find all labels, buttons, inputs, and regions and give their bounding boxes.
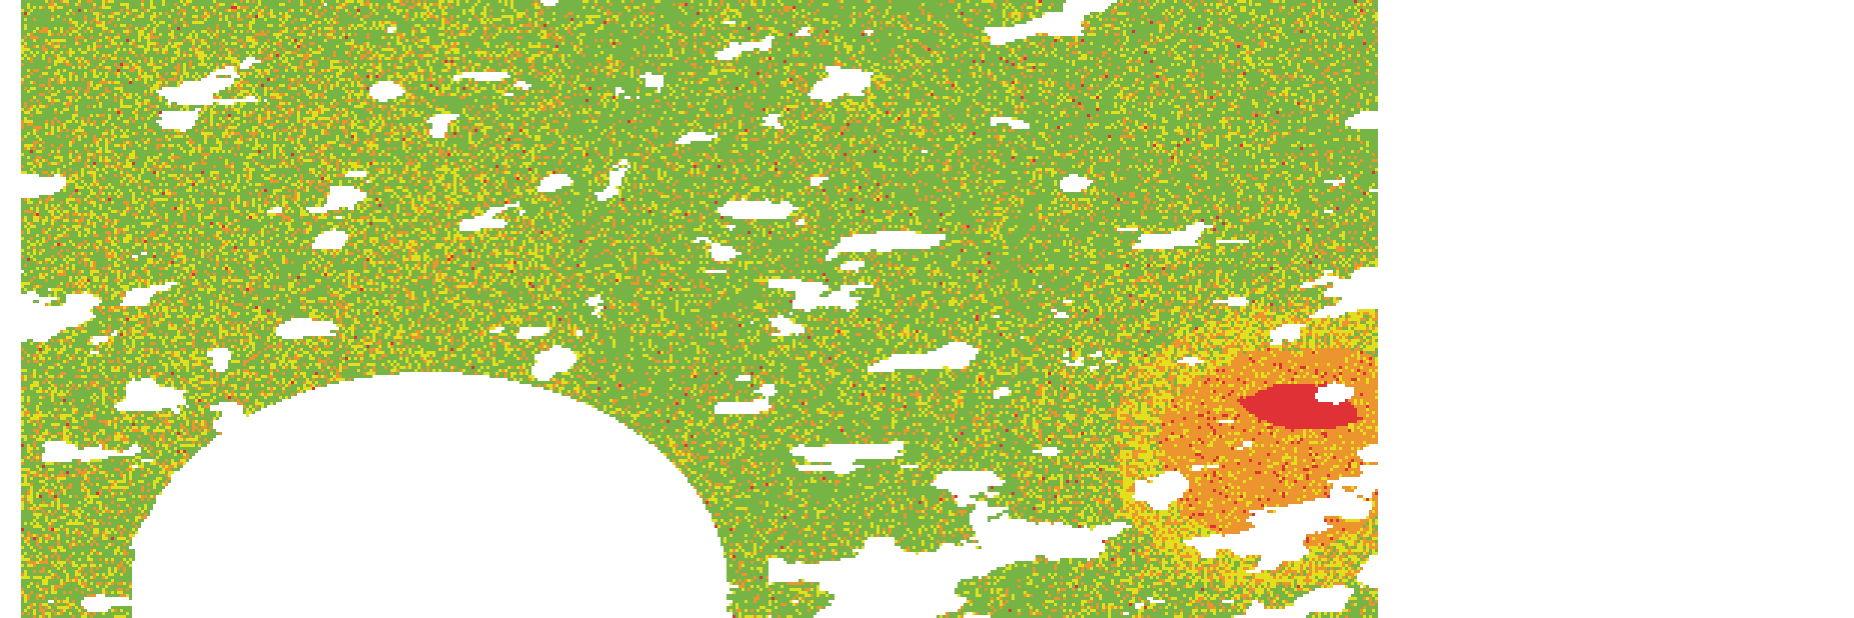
classified-raster-map: [21, 0, 1378, 618]
